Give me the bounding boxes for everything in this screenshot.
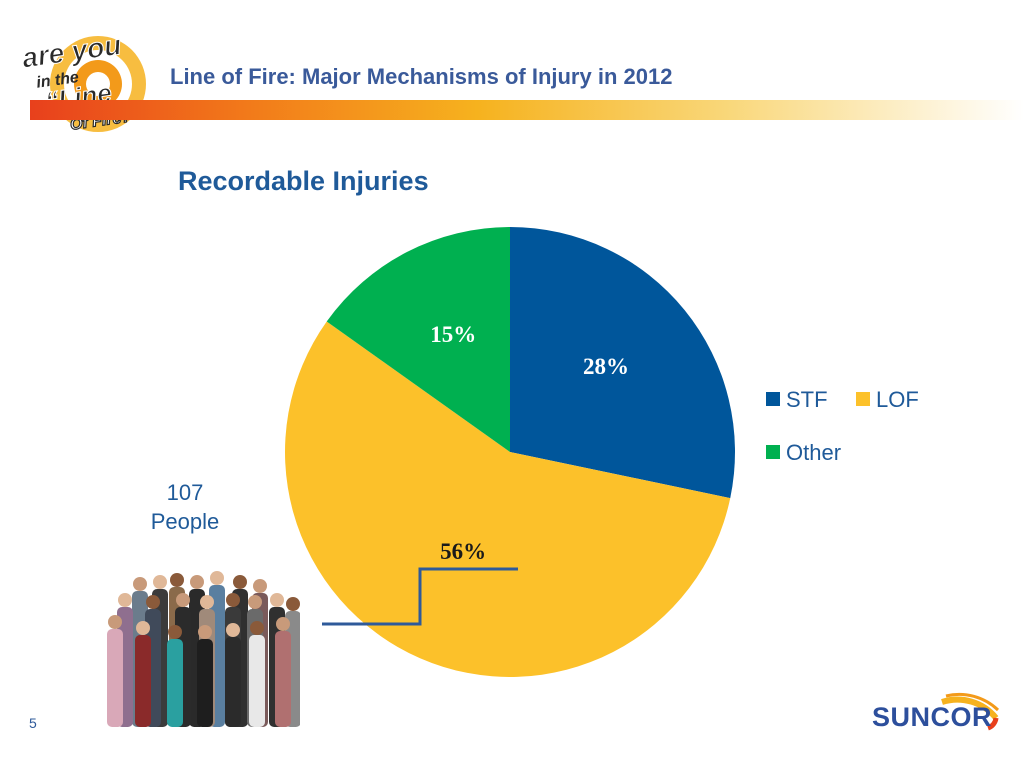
title-underline-bar — [30, 100, 1024, 120]
pie-slice-stf — [510, 227, 735, 499]
data-label-stf: 28% — [583, 354, 629, 379]
slide-title: Line of Fire: Major Mechanisms of Injury… — [170, 64, 673, 89]
data-label-lof: 56% — [440, 539, 486, 564]
legend-label-lof: LOF — [876, 387, 919, 412]
chart-title: Recordable Injuries — [178, 166, 429, 196]
legend-label-other: Other — [786, 440, 842, 465]
legend-entry-stf: STF — [766, 387, 828, 413]
people-count-label: 107 People — [130, 478, 240, 536]
people-word: People — [150, 509, 220, 534]
legend-label-stf: STF — [786, 387, 828, 412]
data-label-other: 15% — [430, 322, 476, 347]
suncor-wordmark: SUNCOR — [872, 702, 993, 732]
suncor-sun-arc-icon — [941, 692, 1000, 731]
suncor-logo: SUNCOR — [872, 688, 1002, 738]
page-number: 5 — [29, 715, 37, 731]
svg-text:in the: in the — [35, 69, 80, 92]
legend-entry-other: Other — [766, 440, 841, 466]
legend-swatch-stf — [766, 392, 780, 407]
callout-connector-line — [322, 567, 518, 626]
pie-slice-lof — [285, 321, 731, 678]
legend-swatch-lof — [856, 392, 870, 407]
people-group-image — [107, 571, 300, 727]
legend-swatch-other — [766, 445, 780, 460]
pie-slice-other — [326, 227, 510, 452]
people-count: 107 — [166, 480, 204, 505]
legend-entry-lof: LOF — [856, 387, 919, 413]
